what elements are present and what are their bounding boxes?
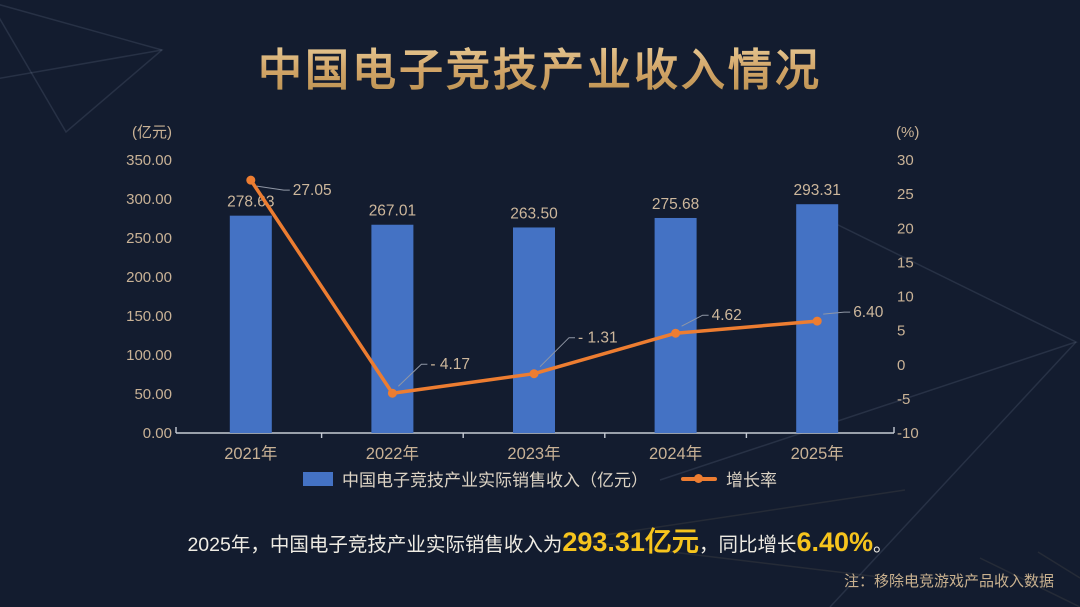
- footnote: 注：移除电竞游戏产品收入数据: [843, 573, 1054, 590]
- growth-label-leader: [823, 311, 851, 315]
- growth-point-2021年: [246, 175, 256, 185]
- left-axis-unit: (亿元): [132, 124, 172, 141]
- summary-middle: ，同比增长: [698, 534, 797, 556]
- right-axis-tick: 0: [897, 357, 905, 374]
- left-axis-tick: 250.00: [126, 230, 172, 247]
- summary-revenue-highlight: 293.31亿元: [562, 527, 699, 557]
- chart-legend: 中国电子竞技产业实际销售收入（亿元） 增长率: [0, 466, 1080, 491]
- right-axis-tick: 15: [897, 254, 914, 271]
- deco-arrow-bottom: [571, 489, 906, 581]
- bar-label-2024年: 275.68: [652, 196, 699, 213]
- summary-growth-highlight: 6.40%: [796, 527, 874, 557]
- deco-lines-right: [659, 219, 1078, 481]
- legend-dot-icon: [694, 474, 703, 483]
- x-label-2021年: 2021年: [224, 444, 277, 463]
- right-axis-tick: 25: [897, 186, 914, 203]
- growth-label-leader: [681, 314, 709, 327]
- deco-lines-bottom-right: [979, 551, 1080, 607]
- x-label-2022年: 2022年: [366, 444, 419, 463]
- growth-label-leader: [398, 363, 428, 387]
- summary-prefix: 2025年，中国电子竞技产业实际销售收入为: [187, 534, 563, 556]
- bar-label-2025年: 293.31: [793, 182, 840, 199]
- right-axis-tick: 30: [897, 152, 914, 169]
- left-axis-tick: 150.00: [126, 308, 172, 325]
- left-axis-tick: 350.00: [126, 152, 172, 169]
- growth-point-2023年: [529, 369, 539, 379]
- deco-triangle-top-left: [0, 4, 164, 134]
- right-axis-tick: 5: [897, 323, 905, 340]
- left-axis-tick: 100.00: [126, 347, 172, 364]
- left-axis-tick: 50.00: [134, 386, 172, 403]
- left-axis-tick: 200.00: [126, 269, 172, 286]
- growth-label-leader: [256, 185, 290, 191]
- bar-label-2022年: 267.01: [369, 203, 416, 220]
- right-axis-tick: 10: [897, 289, 914, 306]
- page-title: 中国电子竞技产业收入情况: [0, 34, 1080, 98]
- growth-label-2022年: - 4.17: [430, 356, 470, 373]
- growth-label-2024年: 4.62: [712, 307, 742, 324]
- growth-point-2022年: [387, 388, 397, 398]
- legend-bar-label: 中国电子竞技产业实际销售收入（亿元）: [342, 471, 648, 490]
- right-axis-unit: (%): [896, 124, 919, 141]
- growth-point-2024年: [671, 328, 681, 338]
- right-axis-tick: -10: [897, 425, 919, 442]
- legend-line-label: 增长率: [726, 471, 777, 490]
- legend-bar-swatch: [303, 471, 333, 486]
- bar-2024年: [654, 217, 697, 433]
- summary-suffix: 。: [873, 534, 893, 556]
- growth-label-2021年: 27.05: [293, 182, 332, 199]
- deco-line-right-lower: [829, 341, 1077, 607]
- bar-2021年: [229, 215, 272, 433]
- deco-line-top-left: [0, 49, 163, 80]
- bar-2023年: [513, 227, 555, 433]
- left-axis-tick: 300.00: [126, 191, 172, 208]
- growth-label-2025年: 6.40: [853, 304, 884, 321]
- right-axis-tick: -5: [897, 391, 910, 408]
- growth-point-2025年: [812, 316, 822, 326]
- summary-text: 2025年，中国电子竞技产业实际销售收入为293.31亿元，同比增长6.40%。: [0, 524, 1080, 563]
- growth-label-2023年: - 1.31: [578, 330, 618, 347]
- x-label-2024年: 2024年: [649, 444, 702, 463]
- bar-2022年: [371, 224, 414, 433]
- right-axis-tick: 20: [897, 220, 914, 237]
- bar-label-2023年: 263.50: [510, 205, 558, 222]
- x-label-2023年: 2023年: [507, 444, 560, 463]
- left-axis-tick: 0.00: [143, 425, 172, 442]
- growth-label-leader: [539, 337, 575, 368]
- legend-line-marker: [681, 472, 717, 486]
- x-label-2025年: 2025年: [791, 444, 844, 463]
